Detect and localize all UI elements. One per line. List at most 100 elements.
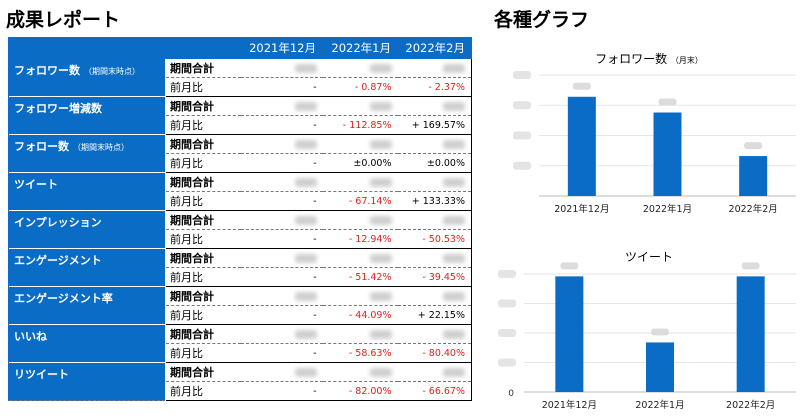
redacted-value xyxy=(294,177,317,187)
table-row: フォロワー増減数 期間合計 xyxy=(8,96,472,135)
y-tick-blurred xyxy=(498,358,516,367)
ratio-value: - xyxy=(240,229,323,249)
x-tick-label: 2021年12月 xyxy=(554,203,609,215)
total-value xyxy=(240,134,323,154)
tweet-chart-svg: 0 2021年12月 2022年1月 2022年2月 xyxy=(498,262,796,411)
metric-label: エンゲージメント率 xyxy=(8,286,166,325)
ratio-value: - 67.14% xyxy=(322,191,398,211)
y-tick-blurred xyxy=(513,161,531,170)
ratio-value: - 112.85% xyxy=(322,115,398,135)
table-row: フォロワー数 （期間末時点） 期間合計 xyxy=(8,58,472,97)
total-value xyxy=(240,210,323,230)
redacted-value xyxy=(443,253,465,263)
total-value xyxy=(397,58,472,78)
total-label: 期間合計 xyxy=(165,362,241,382)
header-blank xyxy=(8,37,241,59)
bar xyxy=(555,276,584,392)
ratio-value: - xyxy=(240,191,323,211)
column-header: 2021年12月 xyxy=(240,37,323,59)
redacted-value xyxy=(369,291,392,301)
ratio-value: - 66.67% xyxy=(397,381,472,401)
table-row: ツイート 期間合計 xyxy=(8,172,472,211)
ratio-value: - xyxy=(240,153,323,173)
total-value xyxy=(322,172,398,192)
ratio-value: + 22.15% xyxy=(397,305,472,325)
total-value xyxy=(322,210,398,230)
table-row: 前月比 - - 44.09% + 22.15% xyxy=(9,305,472,325)
total-label: 期間合計 xyxy=(165,286,241,306)
follower-chart-svg: 2021年12月 2022年1月 2022年2月 xyxy=(513,71,796,215)
table-row: 前月比 - ±0.00% ±0.00% xyxy=(9,153,472,173)
total-label: 期間合計 xyxy=(165,210,241,230)
redacted-value xyxy=(369,253,392,263)
table-row: インプレッション 期間合計 xyxy=(8,210,472,249)
table-row: リツイート 期間合計 xyxy=(8,362,472,401)
ratio-value: - 58.63% xyxy=(322,343,398,363)
redacted-value xyxy=(369,367,392,377)
redacted-value xyxy=(443,215,465,225)
redacted-value xyxy=(369,215,392,225)
chart-title-unit: （月末） xyxy=(670,56,703,65)
total-value xyxy=(322,286,398,306)
ratio-value: ±0.00% xyxy=(397,153,472,173)
redacted-value xyxy=(294,367,317,377)
redacted-value xyxy=(443,139,465,149)
ratio-value: - xyxy=(240,305,323,325)
redacted-value xyxy=(369,139,392,149)
metric-name: エンゲージメント率 xyxy=(14,292,113,305)
table-row: 前月比 - - 12.94% - 50.53% xyxy=(9,229,472,249)
data-label-blurred xyxy=(658,98,677,106)
total-label: 期間合計 xyxy=(165,96,241,116)
metric-name: ツイート xyxy=(14,178,58,191)
bar xyxy=(567,96,596,196)
chart-title-text: ツイート xyxy=(624,250,673,264)
total-label: 期間合計 xyxy=(165,172,241,192)
total-value xyxy=(240,96,323,116)
redacted-value xyxy=(443,329,465,339)
metric-note: （期間末時点） xyxy=(73,143,129,152)
chart-title: ツイート xyxy=(494,248,804,265)
table-row: 前月比 - - 51.42% - 39.45% xyxy=(9,267,472,287)
y-tick-blurred xyxy=(513,101,531,110)
y-tick-label: 0 xyxy=(508,389,514,399)
y-tick-blurred xyxy=(513,131,531,140)
ratio-label: 前月比 xyxy=(165,381,241,401)
bar xyxy=(646,342,674,392)
redacted-value xyxy=(294,215,317,225)
bar xyxy=(653,112,682,196)
ratio-value: - 39.45% xyxy=(397,267,472,287)
table-row: 前月比 - - 112.85% + 169.57% xyxy=(9,115,472,135)
metric-name: フォロワー増減数 xyxy=(14,102,102,115)
metric-label: インプレッション xyxy=(8,210,166,249)
ratio-value: - 12.94% xyxy=(322,229,398,249)
metric-name: いいね xyxy=(14,330,47,343)
data-label-blurred xyxy=(651,328,669,336)
graphs-title: 各種グラフ xyxy=(494,9,590,31)
data-label-blurred xyxy=(560,262,579,270)
metric-label: エンゲージメント xyxy=(8,248,166,287)
redacted-value xyxy=(443,63,465,73)
metric-name: リツイート xyxy=(14,368,69,381)
total-value xyxy=(240,324,323,344)
ratio-label: 前月比 xyxy=(165,77,241,97)
table-row: 前月比 - - 67.14% + 133.33% xyxy=(9,191,472,211)
total-value xyxy=(322,96,398,116)
x-tick-label: 2022年1月 xyxy=(643,203,692,215)
x-tick-label: 2022年2月 xyxy=(726,399,775,411)
ratio-label: 前月比 xyxy=(165,153,241,173)
ratio-value: - 0.87% xyxy=(322,77,398,97)
ratio-value: + 133.33% xyxy=(397,191,472,211)
metric-label: いいね xyxy=(8,324,166,363)
redacted-value xyxy=(369,329,392,339)
metric-name: インプレッション xyxy=(14,216,102,229)
table-row: エンゲージメント率 期間合計 xyxy=(8,286,472,325)
redacted-value xyxy=(443,101,465,111)
ratio-label: 前月比 xyxy=(165,191,241,211)
table-header-row: 2021年12月 2022年1月 2022年2月 xyxy=(8,37,472,59)
ratio-value: - 51.42% xyxy=(322,267,398,287)
y-tick-blurred xyxy=(513,71,531,79)
redacted-value xyxy=(369,177,392,187)
total-value xyxy=(322,324,398,344)
total-value xyxy=(397,172,472,192)
redacted-value xyxy=(294,139,317,149)
